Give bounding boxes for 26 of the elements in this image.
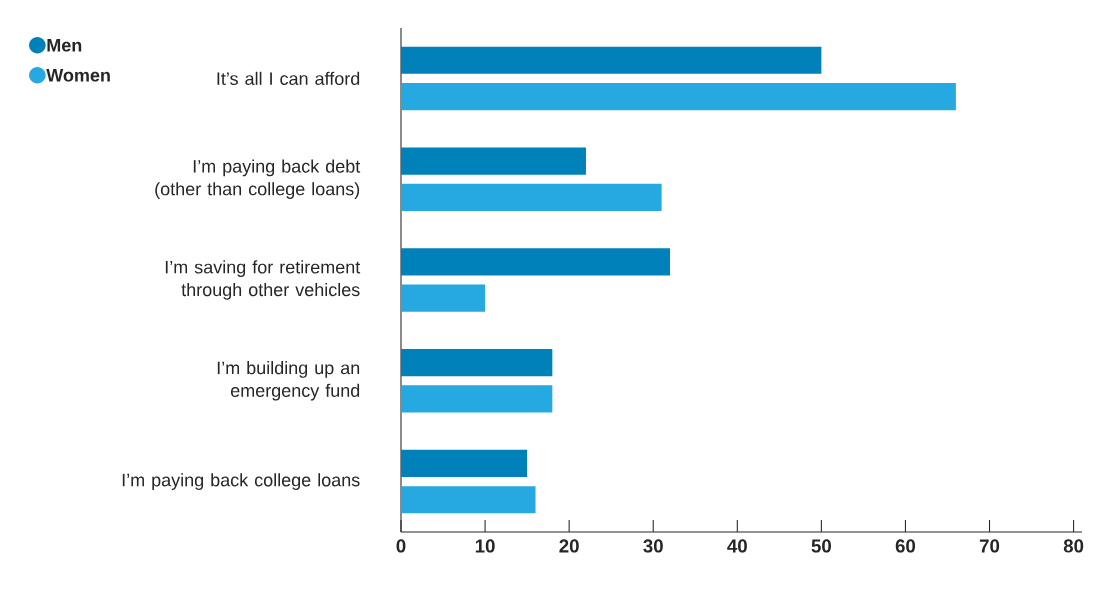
legend-label: Men [47, 39, 82, 52]
y-tick-label: I’m saving for retirement through other vehicles [165, 260, 361, 300]
x-tick-label: 0 [396, 539, 406, 553]
x-tick-label: 80 [1063, 539, 1084, 553]
bar [401, 284, 486, 312]
x-tick-label: 50 [811, 539, 831, 553]
bar [401, 82, 956, 111]
bar [401, 147, 586, 175]
y-tick-label: It’s all I can afford [217, 71, 360, 85]
x-tick-label: 40 [727, 539, 747, 553]
bar [401, 385, 553, 413]
y-tick-label: I’m paying back debt (other than college loans) [155, 159, 361, 199]
bar [401, 486, 536, 514]
bar [401, 449, 528, 478]
x-tick-label: 70 [979, 539, 1000, 553]
y-tick-label: I’m building up an emergency fund [217, 361, 360, 401]
bar [401, 349, 553, 377]
bar [401, 46, 822, 74]
bar [401, 183, 662, 211]
x-tick-label: 60 [895, 539, 916, 553]
x-tick-label: 20 [559, 539, 579, 553]
y-tick-label: I’m paying back college loans [122, 473, 360, 490]
legend-label: Women [46, 69, 110, 82]
x-tick-label: 30 [643, 539, 663, 553]
bar [401, 248, 671, 276]
x-tick-label: 10 [475, 539, 495, 553]
